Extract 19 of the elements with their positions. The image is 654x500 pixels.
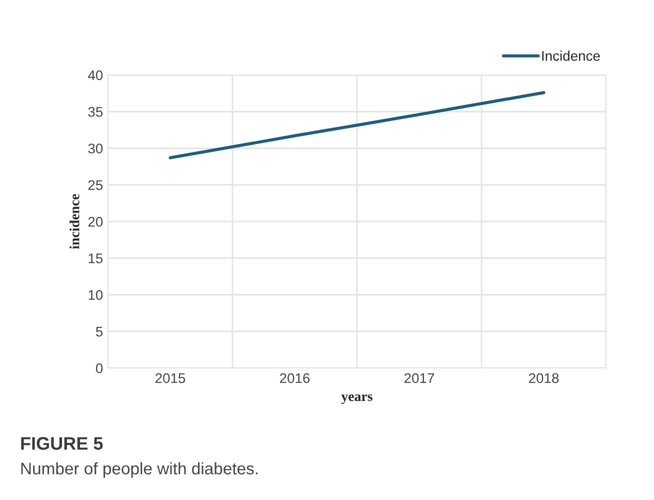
y-tick-label: 10 [88,290,103,300]
y-tick-label: 40 [88,70,103,80]
y-tick-label: 15 [88,254,103,264]
y-tick-label: 30 [88,144,103,154]
y-tick-label: 35 [88,106,103,117]
x-tick-label: 2018 [529,373,559,384]
y-tick-label: 20 [88,216,103,227]
x-tick-label: 2016 [280,373,310,384]
y-axis-title: incidence [70,194,80,249]
y-tick-label: 25 [88,180,103,190]
y-tick-label: 5 [96,326,103,337]
caption: FIGURE 5 [21,437,103,450]
x-axis-title: years [341,394,372,404]
line-series [168,91,546,160]
y-tick-label: 0 [96,363,103,374]
text: Number of people with diabetes. [21,462,258,478]
x-tick-label: 2017 [404,373,434,384]
legend-label: Incidence [542,50,600,61]
x-tick-label: 2015 [156,373,186,384]
